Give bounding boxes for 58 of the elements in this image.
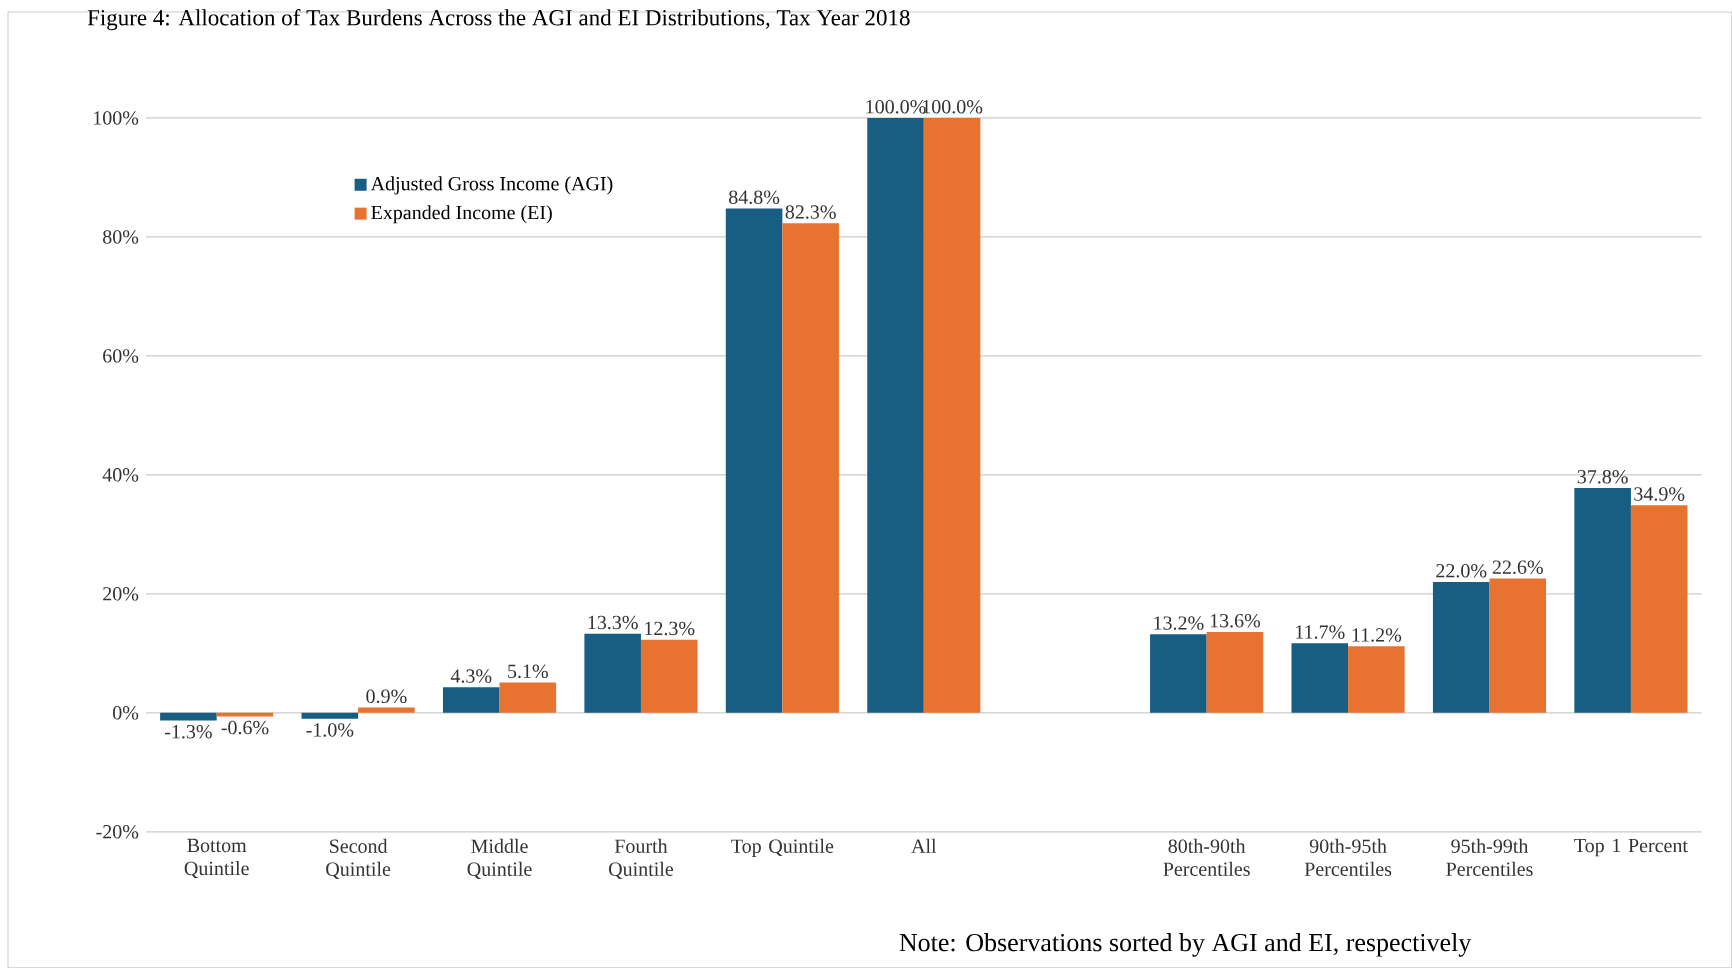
data-label: 0.9% <box>366 689 407 703</box>
data-label: 34.9% <box>1634 487 1685 501</box>
bar <box>640 639 698 713</box>
data-label: -0.6% <box>221 720 269 735</box>
data-label: -1.0% <box>306 723 354 737</box>
data-label: 13.2% <box>1154 616 1204 630</box>
data-label: 5.1% <box>508 664 548 679</box>
data-label: 84.8% <box>729 190 780 204</box>
data-label: 11.2% <box>1352 628 1402 642</box>
bar <box>867 117 924 713</box>
bar <box>358 707 415 713</box>
bar <box>160 712 217 721</box>
data-label: 37.8% <box>1577 469 1628 484</box>
y-tick-label: -20% <box>96 824 139 839</box>
y-tick-label: 20% <box>103 587 139 601</box>
bar <box>1630 505 1688 713</box>
x-tick-label: 90th-95th Percentiles <box>1304 838 1392 876</box>
x-tick-label: 80th-90th Percentiles <box>1163 838 1250 876</box>
bar <box>584 633 641 713</box>
bar <box>1348 646 1405 713</box>
y-tick-label: 80% <box>103 230 139 244</box>
data-label: 22.0% <box>1436 563 1487 578</box>
text: Note: Observations sorted by AGI and EI, respectively <box>899 932 1472 957</box>
bar <box>1432 581 1490 713</box>
y-tick-label: 60% <box>103 349 139 363</box>
x-tick-label: All <box>911 838 937 853</box>
data-label: 82.3% <box>785 205 836 219</box>
bar <box>923 117 981 713</box>
bar <box>442 687 500 713</box>
data-label: 11.7% <box>1296 625 1345 639</box>
y-tick-label: 0% <box>113 705 139 720</box>
bar <box>1291 643 1349 713</box>
x-tick-label: Bottom Quintile <box>184 838 249 879</box>
y-tick-label: 100% <box>94 111 139 125</box>
bar <box>1150 634 1207 713</box>
bar <box>301 712 359 719</box>
data-label: -1.3% <box>165 724 212 739</box>
legend-label: Expanded Income (EI) <box>371 205 552 224</box>
bar <box>1574 487 1631 713</box>
x-tick-label: Fourth Quintile <box>609 838 674 879</box>
data-label: 4.3% <box>450 669 492 683</box>
bar <box>1489 578 1547 713</box>
data-label: 13.3% <box>588 615 638 630</box>
x-tick-label: Top Quintile <box>731 838 834 857</box>
data-label: 22.6% <box>1492 560 1543 574</box>
data-label: 12.3% <box>645 621 695 636</box>
x-tick-label: 95th-99th Percentiles <box>1446 838 1533 876</box>
x-tick-label: Middle Quintile <box>467 838 532 879</box>
y-tick-label: 40% <box>102 468 139 482</box>
x-tick-label: Top 1 Percent <box>1574 838 1688 857</box>
legend-label: Adjusted Gross Income (AGI) <box>370 176 613 195</box>
data-label: 13.6% <box>1210 613 1261 628</box>
bar <box>782 223 839 713</box>
bar <box>499 682 557 713</box>
x-tick-label: Second Quintile <box>326 838 391 879</box>
bar <box>725 208 783 713</box>
chart-title: Figure 4: Allocation of Tax Burdens Across the AGI and EI Distributions, Tax Year 2018 <box>87 8 910 31</box>
bar <box>1206 631 1264 713</box>
